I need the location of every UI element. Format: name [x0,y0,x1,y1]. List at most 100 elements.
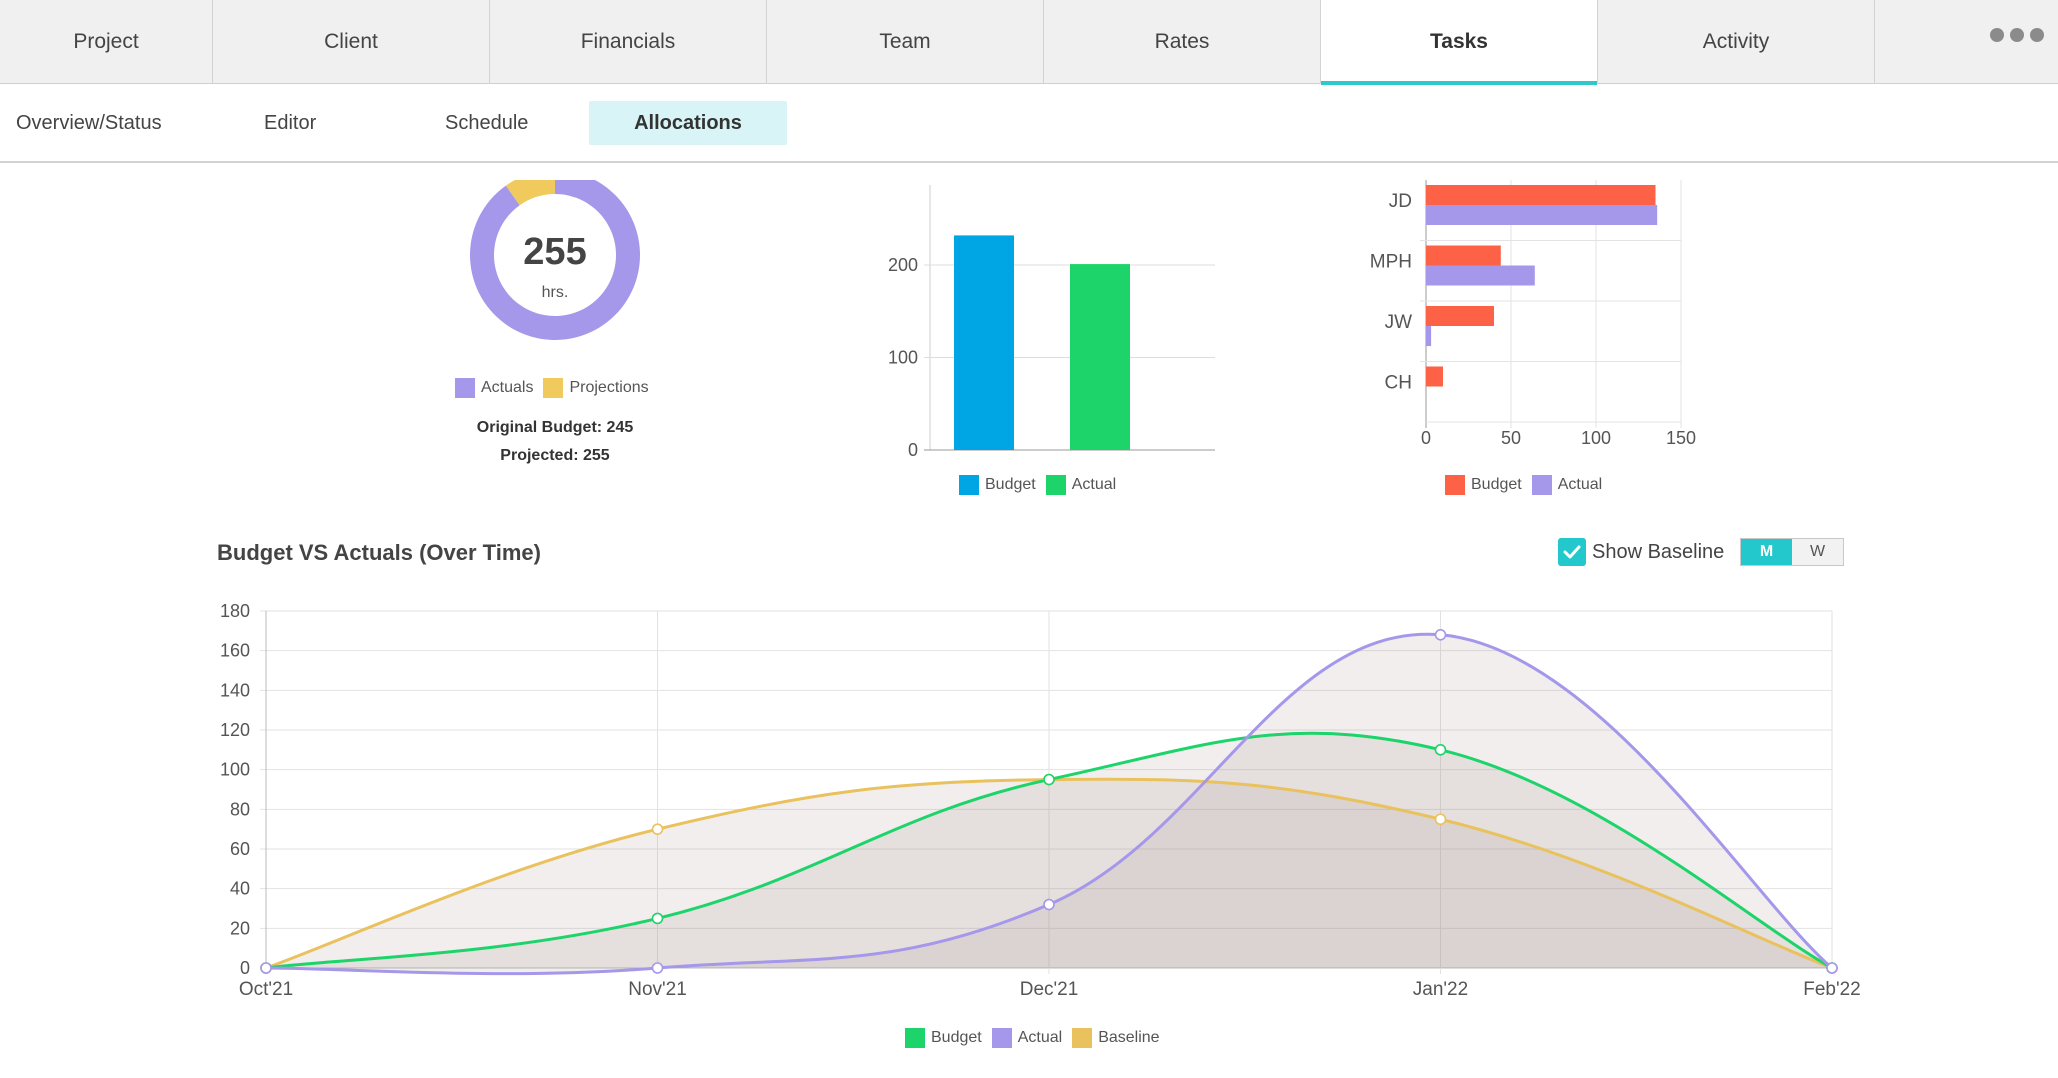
area-fill-budget [266,733,1832,968]
line-y-tick-label: 40 [230,879,250,899]
period-toggle: M W [1740,538,1844,566]
line-legend: Budget Actual Baseline [905,1028,1170,1048]
legend-swatch-baseline-line [1072,1028,1093,1048]
point-budget[interactable] [1043,773,1055,786]
subtab-schedule[interactable]: Schedule [445,111,529,134]
hbar-actual-mph[interactable] [1426,265,1535,286]
legend-item-budget-h[interactable]: Budget [1445,475,1522,495]
hbar-x-tick-label: 50 [1501,428,1521,448]
hbar-x-tick-label: 150 [1666,428,1696,448]
point-actual[interactable] [260,962,272,974]
projected-text: Projected: 255 [500,447,610,464]
legend-item-actual-h[interactable]: Actual [1531,475,1602,495]
line-x-tick-label: Oct'21 [239,979,293,1000]
hbar-budget-jw[interactable] [1426,306,1494,326]
point-actual[interactable] [651,962,664,974]
legend-item-budget[interactable]: Budget [959,475,1036,495]
hbar-budget-mph[interactable] [1426,245,1501,266]
member-hours-panel: 0 50 100 150 JD MPH JW CH Budget Actual [1340,180,1720,510]
line-y-tick-label: 180 [220,601,250,621]
line-x-tick-label: Dec'21 [1020,979,1079,1000]
more-options-icon[interactable] [1990,28,2044,42]
hbar-actual-jw[interactable] [1426,326,1432,346]
bar-y-tick-label: 200 [888,255,918,275]
hbar-category-label: MPH [1370,252,1412,273]
line-x-tick-label: Feb'22 [1803,979,1861,1000]
budget-vs-actuals-line-chart: 0 20 40 60 80 100 120 140 160 180 Oct'21 Nov'21 Dec'… [220,601,1861,1000]
bar-budget[interactable] [954,235,1014,450]
legend-item-actual[interactable]: Actual [1045,475,1116,495]
legend-swatch-actual [1045,475,1066,495]
legend-swatch-projections [543,378,564,398]
legend-label-budget: Budget [985,476,1036,493]
legend-item-actuals[interactable]: Actuals [455,378,533,398]
member-hours-bar-chart: 0 50 100 150 JD MPH JW CH [1370,180,1696,448]
line-x-tick-label: Nov'21 [628,979,687,1000]
legend-label-projections: Projections [569,379,649,396]
line-y-tick-label: 80 [230,799,250,819]
legend-swatch-budget [959,475,979,495]
subtab-allocations[interactable]: Allocations [589,101,787,145]
bar-y-tick-label: 100 [888,348,918,368]
tab-team[interactable]: Team [767,0,1044,84]
subtab-overview-status[interactable]: Overview/Status [16,111,162,134]
legend-label-actuals: Actuals [481,379,534,396]
hbar-budget-ch[interactable] [1426,366,1443,387]
bar-legend: Budget Actual [959,475,1126,495]
point-actual[interactable] [1434,628,1447,641]
sub-tab-bar: Overview/Status Editor Schedule Allocati… [0,85,2058,163]
legend-swatch-budget-line [905,1028,925,1048]
hbar-category-label: JW [1385,312,1413,333]
line-y-tick-label: 160 [220,641,250,661]
legend-label-actual-line: Actual [1017,1029,1063,1046]
line-y-tick-label: 120 [220,720,250,740]
subtab-editor[interactable]: Editor [264,111,317,134]
week-button[interactable]: W [1792,539,1843,565]
line-y-tick-label: 140 [220,680,250,700]
legend-label-budget-line: Budget [931,1029,982,1046]
show-baseline-checkbox[interactable] [1558,538,1586,566]
legend-item-baseline-line[interactable]: Baseline [1072,1028,1160,1048]
legend-label-budget-h: Budget [1471,476,1522,493]
line-y-tick-label: 0 [240,958,250,978]
line-y-tick-label: 100 [220,760,250,780]
show-baseline-toggle[interactable]: Show Baseline [1558,538,1724,566]
month-button[interactable]: M [1741,539,1792,565]
donut-legend: Actuals Projections [455,378,659,398]
tab-tasks[interactable]: Tasks [1321,0,1598,85]
donut-center-value: 255 [523,231,586,273]
legend-swatch-budget-h [1445,475,1465,495]
bar-actual[interactable] [1070,264,1130,450]
legend-item-actual-line[interactable]: Actual [991,1028,1063,1048]
legend-label-baseline-line: Baseline [1098,1029,1160,1046]
point-actual[interactable] [1043,898,1055,911]
hours-donut-chart: 255 hrs. [470,170,640,340]
hbar-actual-jd[interactable] [1426,205,1658,225]
hbar-category-label: CH [1385,373,1412,394]
hbar-x-tick-label: 100 [1581,428,1611,448]
point-budget[interactable] [651,912,664,925]
tab-rates[interactable]: Rates [1044,0,1321,84]
line-y-tick-label: 20 [230,918,250,938]
tab-project[interactable]: Project [0,0,213,84]
hbar-legend: Budget Actual [1445,475,1612,495]
original-budget-text: Original Budget: 245 [476,419,634,436]
point-baseline[interactable] [651,823,664,835]
hbar-budget-jd[interactable] [1426,185,1656,205]
legend-swatch-actuals [455,378,475,398]
hbar-x-tick-label: 0 [1421,428,1431,448]
point-baseline[interactable] [1434,813,1447,826]
over-time-title: Budget VS Actuals (Over Time) [217,540,541,565]
legend-swatch-actual-line [991,1028,1012,1048]
legend-item-budget-line[interactable]: Budget [905,1028,982,1048]
tab-client[interactable]: Client [213,0,490,84]
area-fill-actual [266,634,1832,974]
point-actual[interactable] [1826,962,1838,974]
tab-financials[interactable]: Financials [490,0,767,84]
hbar-category-label: JD [1389,191,1412,212]
legend-item-projections[interactable]: Projections [543,378,649,398]
tab-activity[interactable]: Activity [1598,0,1875,84]
point-budget[interactable] [1434,744,1447,756]
show-baseline-label: Show Baseline [1592,540,1725,563]
top-tab-bar: Project Client Financials Team Rates Tas… [0,0,2058,85]
